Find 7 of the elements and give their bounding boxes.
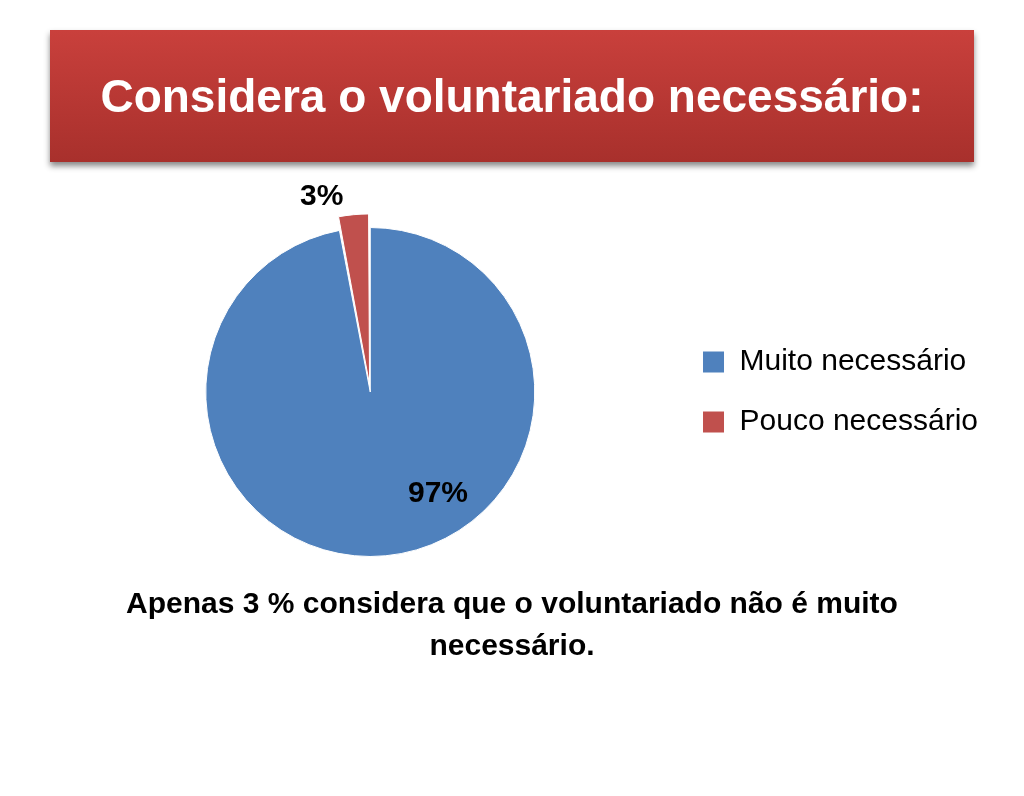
title-banner: Considera o voluntariado necessário: (50, 30, 974, 162)
text: Apenas 3 % considera que o voluntariado não é muito necessário. (125, 585, 899, 663)
data-label: 3% (300, 177, 344, 211)
data-label: 97% (407, 475, 469, 509)
legend-label: Muito necessário (739, 343, 967, 377)
legend-label: Pouco necessário (739, 403, 979, 437)
chart-title: Considera o voluntariado necessário: (100, 69, 924, 123)
